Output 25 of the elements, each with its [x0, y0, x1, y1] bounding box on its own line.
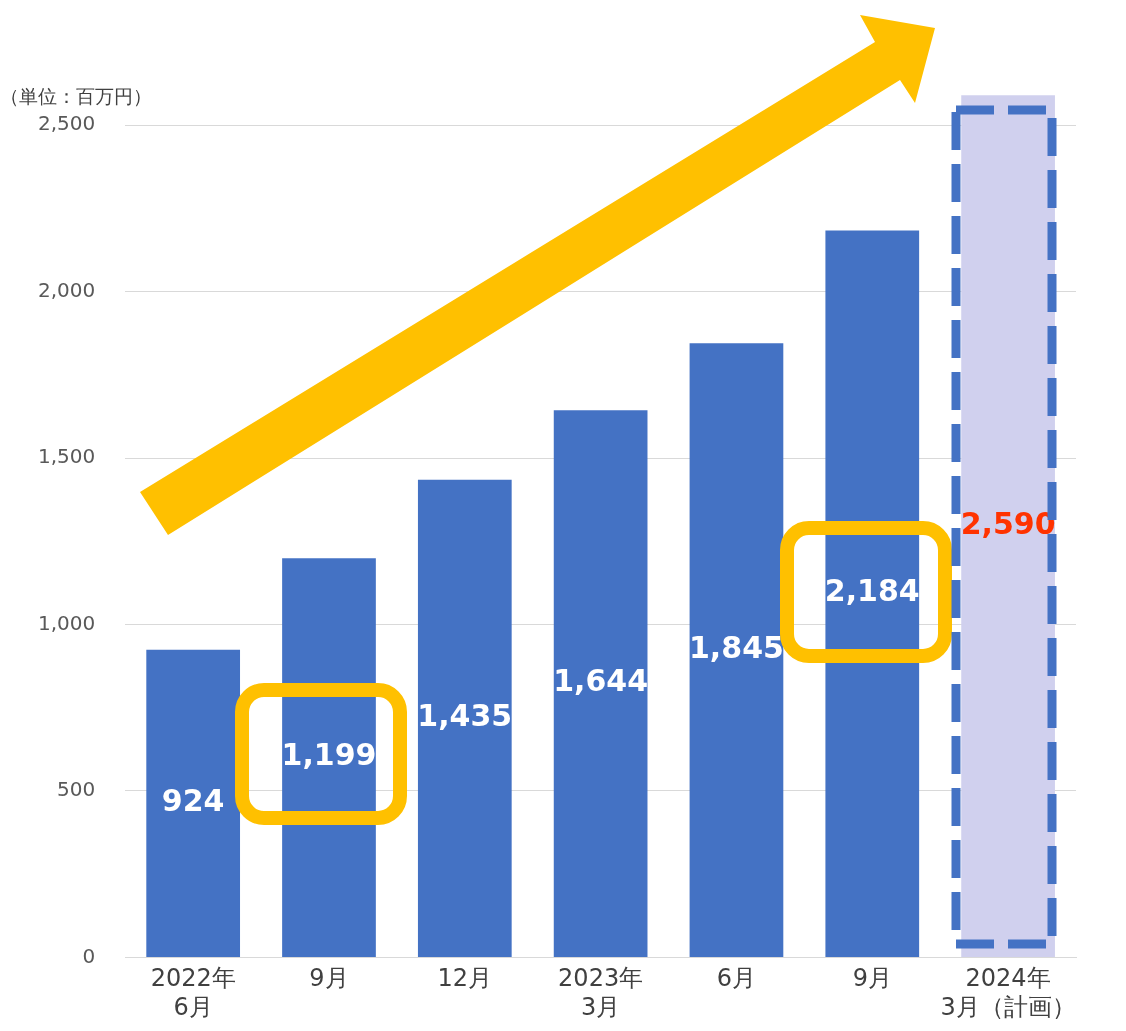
y-axis-title: （単位：百万円） — [0, 84, 152, 109]
x-tick-label: 6月 — [716, 964, 757, 993]
y-tick-label: 1,000 — [37, 610, 96, 635]
y-tick-label: 500 — [57, 777, 96, 802]
x-tick-label: 2024年 3月（計画） — [940, 964, 1076, 1021]
bar — [146, 649, 241, 957]
x-tick-label: 12月 — [437, 964, 493, 993]
data-label: 1,199 — [281, 737, 377, 773]
bar — [553, 410, 648, 957]
data-label: 2,590 — [960, 505, 1056, 541]
y-tick-label: 2,500 — [37, 111, 96, 136]
y-tick-label: 1,500 — [37, 444, 96, 469]
bar — [689, 343, 784, 957]
bar — [417, 479, 512, 957]
y-tick-label: 0 — [82, 943, 96, 968]
data-label: 1,845 — [689, 629, 784, 665]
data-label: 924 — [161, 783, 225, 819]
data-label: 1,435 — [417, 698, 513, 734]
y-tick-label: 2,000 — [37, 277, 96, 302]
x-tick-label: 2023年 3月 — [558, 964, 644, 1021]
x-tick-label: 9月 — [309, 964, 349, 993]
data-label: 2,184 — [824, 573, 920, 609]
x-tick-label: 9月 — [852, 964, 892, 993]
data-label: 1,644 — [553, 663, 649, 699]
x-tick-label: 2022年 6月 — [150, 964, 236, 1021]
